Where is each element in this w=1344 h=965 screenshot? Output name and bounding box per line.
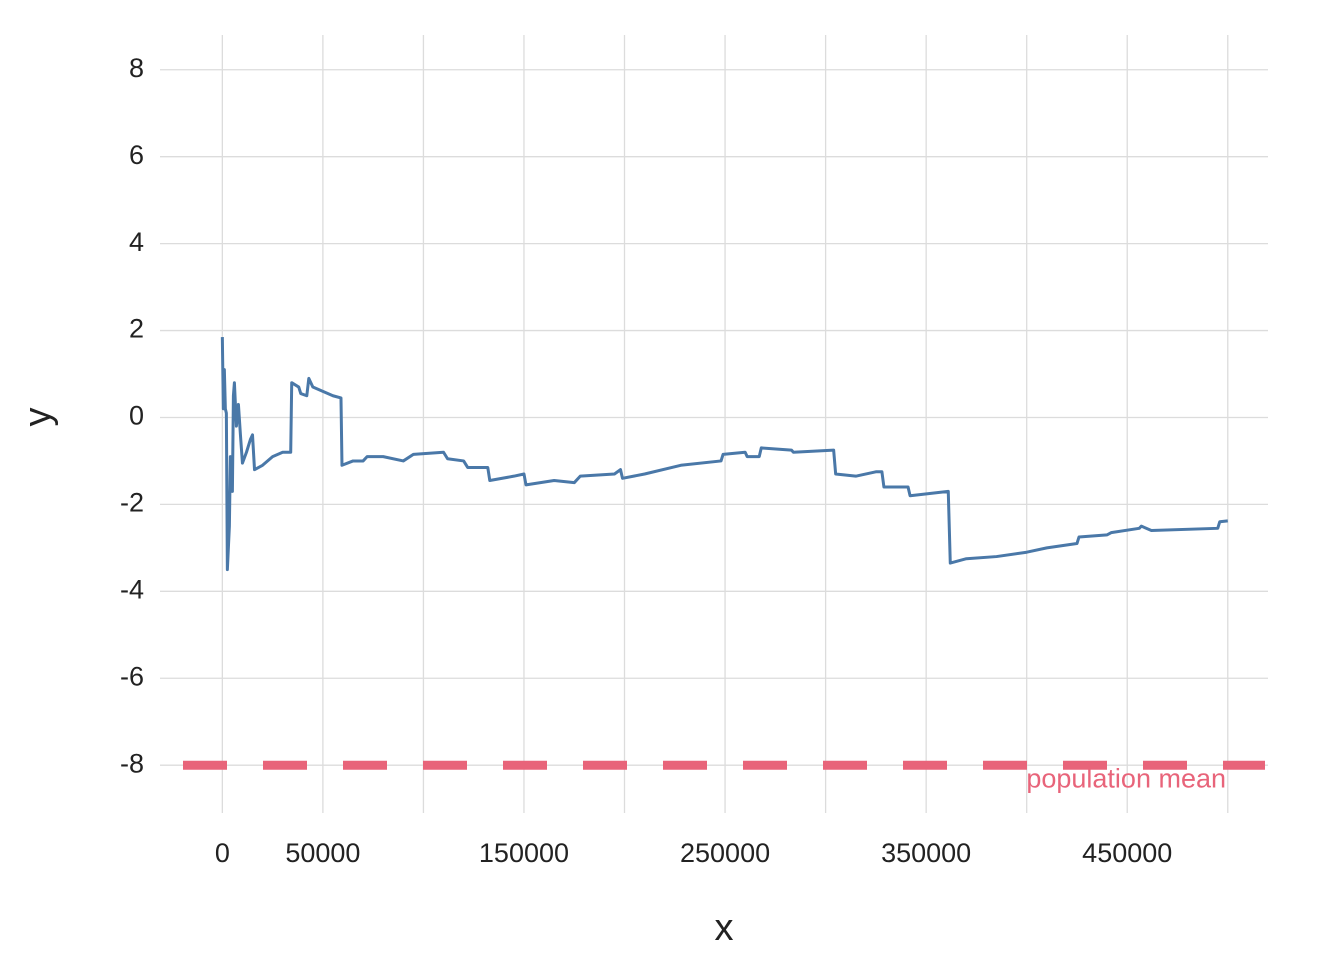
data-line (220, 337, 1228, 572)
x-tick-label: 450000 (1082, 838, 1172, 868)
x-axis-title: x (715, 907, 734, 949)
x-tick-label: 50000 (285, 838, 360, 868)
x-tick-label: 350000 (881, 838, 971, 868)
y-tick-label: 4 (129, 227, 144, 257)
y-tick-label: 8 (129, 53, 144, 83)
y-tick-label: -2 (120, 488, 144, 518)
y-tick-label: -6 (120, 661, 144, 691)
y-tick-label: -8 (120, 748, 144, 778)
y-tick-label: -4 (120, 574, 144, 604)
y-tick-label: 6 (129, 140, 144, 170)
x-tick-label: 250000 (680, 838, 770, 868)
reference-label: population mean (1026, 763, 1226, 793)
x-tick-label: 0 (215, 838, 230, 868)
y-tick-label: 2 (129, 314, 144, 344)
y-tick-label: 0 (129, 401, 144, 431)
x-tick-label: 150000 (479, 838, 569, 868)
y-axis-title: y (17, 408, 59, 427)
